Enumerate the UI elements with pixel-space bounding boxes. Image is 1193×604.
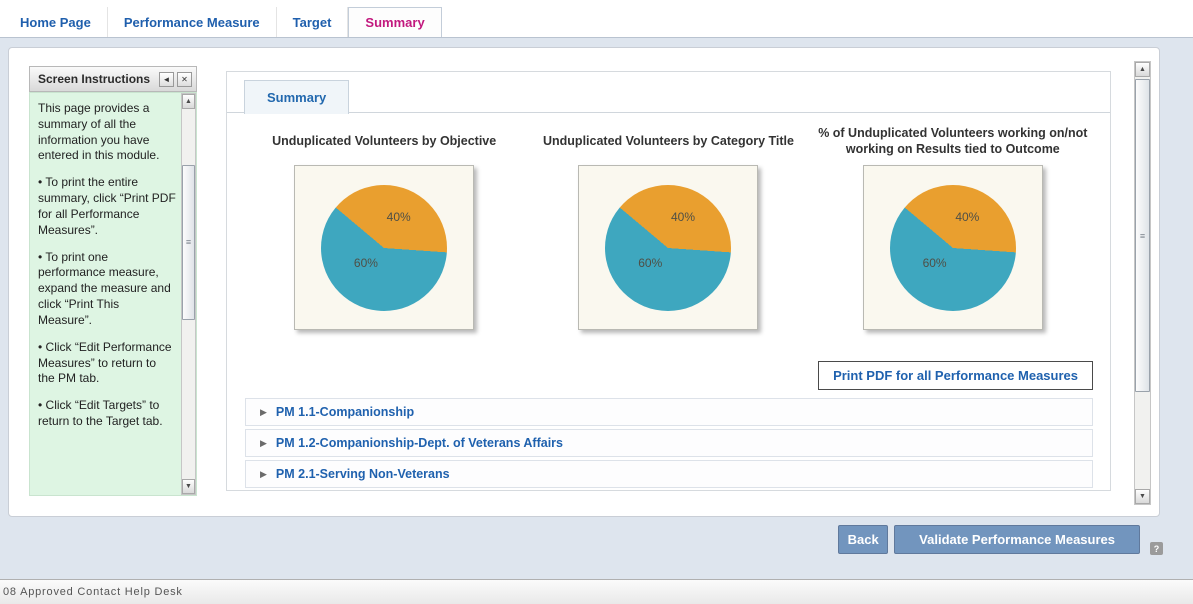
pie-slice-label: 40%	[386, 209, 411, 224]
chart-frame: 40% 60%	[862, 165, 1043, 330]
pie-slice-label: 60%	[638, 256, 663, 271]
back-button[interactable]: Back	[838, 525, 889, 554]
pie-chart: 40% 60%	[889, 184, 1016, 311]
instruction-paragraph: This page provides a summary of all the …	[38, 101, 160, 163]
status-bar: 08 Approved Contact Help Desk	[0, 579, 1193, 604]
tab-performance-measure[interactable]: Performance Measure	[108, 7, 277, 37]
scroll-down-button[interactable]: ▼	[182, 479, 195, 494]
main-tabbar: Home Page Performance Measure Target Sum…	[0, 0, 1193, 38]
expand-arrow-icon[interactable]: ▶	[260, 468, 267, 479]
measure-row[interactable]: ▶ PM 2.1-Serving Non-Veterans	[245, 460, 1093, 488]
bottom-actions: Back Validate Performance Measures	[838, 525, 1140, 554]
screen-instructions-panel: This page provides a summary of all the …	[29, 92, 197, 496]
page-vertical-scrollbar[interactable]: ▲ ≡ ▼	[1134, 61, 1151, 505]
instructions-scrollbar[interactable]: ▲ ≡ ▼	[181, 93, 196, 495]
pie-slice-label: 60%	[353, 256, 378, 271]
pie-chart-card: Unduplicated Volunteers by Category Titl…	[526, 121, 810, 330]
scrollbar-thumb[interactable]: ≡	[182, 164, 195, 320]
scroll-up-icon: ▲	[185, 98, 192, 105]
chart-frame: 40% 60%	[294, 165, 475, 330]
instruction-paragraph: • Click “Edit Performance Measures” to r…	[38, 339, 172, 386]
instructions-text: This page provides a summary of all the …	[30, 93, 181, 495]
close-icon: ✕	[181, 74, 188, 84]
chart-title: % of Unduplicated Volunteers working on/…	[818, 125, 1088, 156]
print-row: Print PDF for all Performance Measures	[227, 361, 1093, 390]
summary-sub-tab[interactable]: Summary	[244, 80, 350, 114]
tab-home-page[interactable]: Home Page	[4, 7, 108, 37]
expand-arrow-icon[interactable]: ▶	[260, 406, 267, 417]
validate-performance-measures-button[interactable]: Validate Performance Measures	[894, 525, 1140, 554]
scrollbar-track[interactable]: ≡	[1135, 77, 1150, 489]
collapse-left-icon: ◄	[162, 74, 171, 84]
tab-summary[interactable]: Summary	[348, 7, 442, 37]
expand-arrow-icon[interactable]: ▶	[260, 437, 267, 448]
measure-row[interactable]: ▶ PM 1.1-Companionship	[245, 398, 1093, 426]
scrollbar-thumb[interactable]: ≡	[1135, 79, 1150, 393]
scroll-down-button[interactable]: ▼	[1135, 489, 1150, 504]
pie-chart: 40% 60%	[605, 184, 732, 311]
chart-title: Unduplicated Volunteers by Objective	[272, 133, 497, 148]
tab-target[interactable]: Target	[277, 7, 349, 37]
scrollbar-track[interactable]: ≡	[182, 109, 195, 479]
pie-slice-label: 40%	[955, 209, 980, 224]
status-bar-text: 08 Approved Contact Help Desk	[3, 586, 183, 598]
screen-instructions-title: Screen Instructions	[38, 72, 151, 86]
close-instructions-button[interactable]: ✕	[177, 71, 192, 87]
pie-chart-card: % of Unduplicated Volunteers working on/…	[811, 121, 1095, 330]
pie-charts-row: Unduplicated Volunteers by Objective 40%…	[227, 113, 1110, 330]
measure-label[interactable]: PM 1.2-Companionship-Dept. of Veterans A…	[275, 436, 564, 450]
instruction-paragraph: • Click “Edit Targets” to return to the …	[38, 398, 163, 429]
scroll-down-icon: ▼	[185, 483, 192, 490]
measure-row[interactable]: ▶ PM 1.2-Companionship-Dept. of Veterans…	[245, 429, 1093, 457]
content-area: Screen Instructions ◄ ✕ This page provid…	[0, 38, 1193, 579]
scroll-down-icon: ▼	[1139, 493, 1146, 500]
pie-chart: 40% 60%	[321, 184, 448, 311]
instruction-paragraph: • To print the entire summary, click “Pr…	[38, 175, 176, 237]
collapse-instructions-button[interactable]: ◄	[159, 71, 174, 87]
pie-chart-card: Unduplicated Volunteers by Objective 40%…	[242, 121, 526, 330]
scroll-up-button[interactable]: ▲	[1135, 62, 1150, 77]
chart-title: Unduplicated Volunteers by Category Titl…	[543, 133, 794, 148]
instruction-paragraph: • To print one performance measure, expa…	[38, 249, 171, 327]
pie-slice-label: 60%	[922, 256, 947, 271]
measure-label[interactable]: PM 2.1-Serving Non-Veterans	[275, 467, 450, 481]
pie-slice-label: 40%	[671, 209, 696, 224]
measures-accordion: ▶ PM 1.1-Companionship ▶ PM 1.2-Companio…	[245, 398, 1093, 488]
chart-frame: 40% 60%	[578, 165, 759, 330]
summary-box: Summary Unduplicated Volunteers by Objec…	[226, 71, 1111, 491]
scroll-up-button[interactable]: ▲	[182, 94, 195, 109]
scroll-up-icon: ▲	[1139, 66, 1146, 73]
help-icon[interactable]: ?	[1150, 542, 1163, 555]
thumb-grip-icon: ≡	[1139, 230, 1146, 241]
measure-label[interactable]: PM 1.1-Companionship	[275, 405, 415, 419]
screen-instructions-header: Screen Instructions ◄ ✕	[29, 66, 197, 92]
content-panel: Screen Instructions ◄ ✕ This page provid…	[8, 47, 1160, 517]
print-pdf-button[interactable]: Print PDF for all Performance Measures	[818, 361, 1093, 390]
thumb-grip-icon: ≡	[185, 237, 192, 248]
summary-box-header: Summary	[227, 72, 1110, 114]
